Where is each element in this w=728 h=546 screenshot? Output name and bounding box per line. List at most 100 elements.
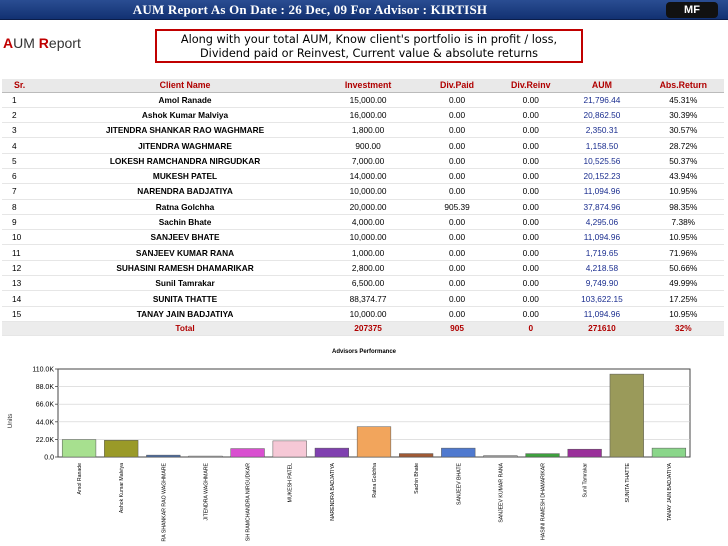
cell-div-paid: 0.00 (413, 183, 501, 200)
cell-sr: 13 (2, 275, 48, 292)
cell-div-reinv: 0.00 (500, 260, 562, 277)
y-tick-label: 44.0K (36, 419, 55, 426)
table-row: 14 SUNITA THATTE 88,374.77 0.00 0.00 103,622.… (2, 290, 724, 307)
page-title: AUM Report (3, 35, 81, 51)
table-row: 7 NARENDRA BADJATIYA 10,000.00 0.00 0.00 11,0… (2, 183, 724, 200)
cell-div-paid: 0.00 (413, 229, 501, 246)
bar (146, 454, 181, 458)
table-header-row: Sr. Client Name Investment Div.Paid Div.… (2, 79, 724, 93)
cell-abs-return: 10.95% (642, 229, 724, 246)
title-rest: eport (48, 35, 81, 51)
total-row: Total 207375 905 0 271610 32% (2, 321, 724, 336)
cell-aum: 10,525.56 (561, 153, 643, 169)
cell-client-name: SANJEEV KUMAR RANA (47, 244, 323, 261)
cell-client-name: NARENDRA BADJATIYA (47, 183, 323, 200)
total-div-reinv: 0 (500, 321, 562, 336)
cell-abs-return: 10.95% (642, 183, 724, 200)
cell-div-reinv: 0.00 (500, 290, 562, 307)
bar (525, 453, 560, 458)
cell-investment: 1,800.00 (322, 122, 414, 139)
cell-aum: 9,749.90 (561, 275, 643, 292)
title-accent-r: R (38, 35, 49, 51)
bar (104, 440, 139, 458)
cell-div-reinv: 0.00 (500, 183, 562, 200)
bar (399, 453, 434, 458)
cell-investment: 7,000.00 (322, 153, 414, 169)
x-tick-label: Sunil Tamrakar (583, 463, 589, 498)
table-row: 6 MUKESH PATEL 14,000.00 0.00 0.00 20,152.23 4… (2, 168, 724, 185)
cell-div-reinv: 0.00 (500, 275, 562, 292)
bar-chart-svg: 0.0 22.0K 44.0K 66.0K 88.0K 110.0K Units Amol R… (7, 367, 691, 542)
cell-sr: 2 (2, 107, 48, 124)
total-abs-return: 32% (642, 321, 724, 336)
cell-aum: 20,862.50 (561, 107, 643, 124)
cell-abs-return: 50.66% (642, 260, 724, 277)
title-accent-a: A (3, 35, 14, 51)
total-investment: 207375 (322, 321, 414, 336)
bar (230, 448, 265, 458)
cell-div-paid: 0.00 (413, 214, 501, 231)
cell-client-name: MUKESH PATEL (47, 168, 323, 185)
bar (567, 448, 602, 458)
cell-div-reinv: 0.00 (500, 137, 562, 154)
bar (483, 455, 518, 458)
y-axis-label: Units (7, 413, 14, 429)
x-tick-label: MUKESH PATEL (288, 463, 294, 502)
cell-div-reinv: 0.00 (500, 199, 562, 215)
x-tick-label: SUNITA THATTE (625, 462, 631, 502)
x-tick-label: NARENDRA BADJATIYA (330, 462, 336, 520)
cell-investment: 1,000.00 (322, 244, 414, 261)
cell-abs-return: 7.38% (642, 214, 724, 231)
cell-aum: 11,094.96 (561, 183, 643, 200)
header-abs-return: Abs.Return (642, 79, 724, 93)
cell-div-reinv: 0.00 (500, 244, 562, 261)
cell-aum: 1,158.50 (561, 137, 643, 154)
cell-div-paid: 0.00 (413, 244, 501, 261)
cell-aum: 21,796.44 (561, 92, 643, 108)
cell-investment: 10,000.00 (322, 306, 414, 322)
cell-div-paid: 0.00 (413, 122, 501, 139)
cell-investment: 2,800.00 (322, 260, 414, 277)
cell-client-name: Ratna Golchha (47, 199, 323, 215)
cell-div-paid: 0.00 (413, 168, 501, 185)
x-tick-label: SANJEEV BHATE (456, 462, 462, 505)
cell-sr: 6 (2, 168, 48, 185)
x-tick-label: Ashok Kumar Malviya (119, 463, 125, 513)
x-tick-label: HASINI RAMESH DHAMARIKAR (541, 463, 547, 540)
bar (61, 439, 97, 458)
y-tick-label: 88.0K (36, 384, 55, 391)
x-tick-label: Ratna Golchha (372, 463, 378, 498)
table-row: 13 Sunil Tamrakar 6,500.00 0.00 0.00 9,749.90… (2, 275, 724, 292)
cell-investment: 20,000.00 (322, 199, 414, 215)
cell-aum: 1,719.65 (561, 244, 643, 261)
y-tick-label: 22.0K (36, 437, 55, 444)
cell-investment: 6,500.00 (322, 275, 414, 292)
table-row: 5 LOKESH RAMCHANDRA NIRGUDKAR 7,000.00 0.00… (2, 153, 724, 169)
cell-div-reinv: 0.00 (500, 92, 562, 108)
advisors-performance-chart: Advisors Performance 0.0 22.0K 44.0K 66.0K 8… (0, 345, 728, 546)
bar (609, 373, 644, 458)
x-tick-label: SH RAMCHANDRA NIRGUDKAR (246, 463, 252, 541)
cell-abs-return: 30.57% (642, 122, 724, 139)
table-row: 1 Amol Ranade 15,000.00 0.00 0.00 21,796.44 45… (2, 92, 724, 108)
cell-div-reinv: 0.00 (500, 122, 562, 139)
cell-client-name: TANAY JAIN BADJATIYA (47, 306, 323, 322)
bar (651, 447, 687, 458)
cell-sr: 1 (2, 92, 48, 108)
cell-div-paid: 0.00 (413, 290, 501, 307)
cell-aum: 2,350.31 (561, 122, 643, 139)
callout-line-1: Along with your total AUM, Know client's… (180, 33, 558, 46)
cell-div-reinv: 0.00 (500, 229, 562, 246)
cell-abs-return: 98.35% (642, 199, 724, 215)
cell-sr: 9 (2, 214, 48, 231)
cell-div-reinv: 0.00 (500, 214, 562, 231)
cell-abs-return: 43.94% (642, 168, 724, 185)
total-sr (2, 321, 48, 336)
chart-title: Advisors Performance (331, 349, 397, 355)
cell-abs-return: 30.39% (642, 107, 724, 124)
callout-line-2: Dividend paid or Reinvest, Current value… (199, 47, 539, 60)
cell-aum: 20,152.23 (561, 168, 643, 185)
cell-investment: 88,374.77 (322, 290, 414, 307)
cell-investment: 16,000.00 (322, 107, 414, 124)
table-row: 4 JITENDRA WAGHMARE 900.00 0.00 0.00 1,158.50… (2, 137, 724, 154)
